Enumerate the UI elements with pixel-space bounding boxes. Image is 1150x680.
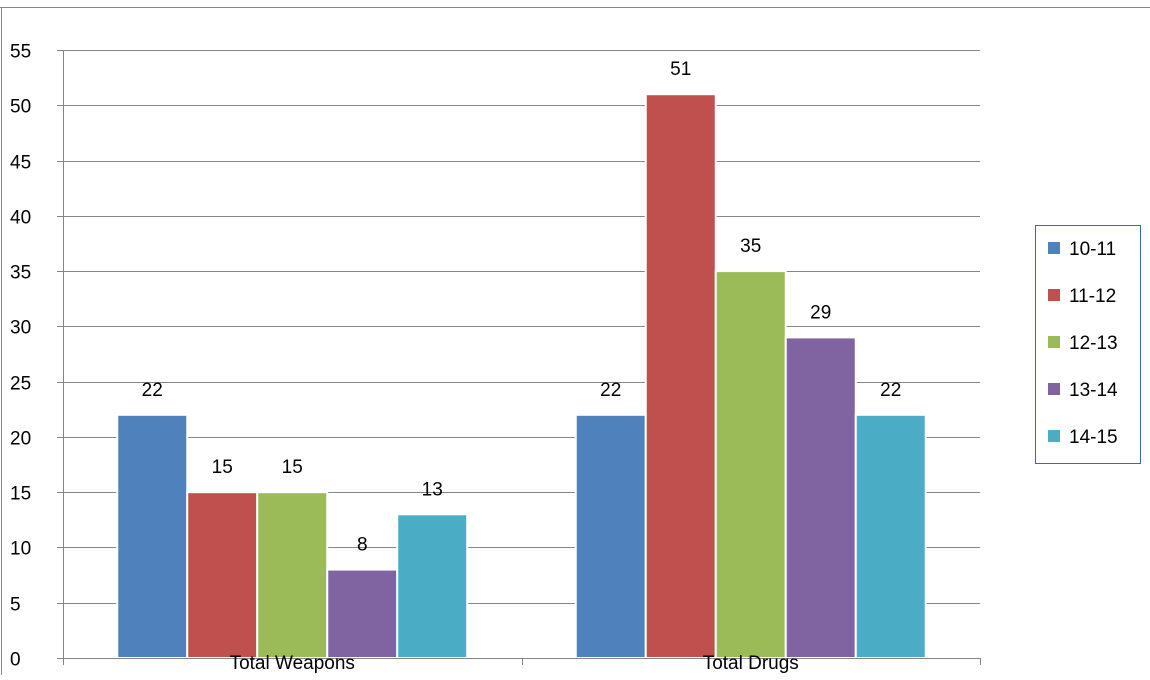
legend-label: 11-12 xyxy=(1069,286,1116,307)
bar xyxy=(784,336,857,659)
data-label: 15 xyxy=(212,457,233,478)
legend-label: 10-11 xyxy=(1069,239,1116,260)
x-tick-label: Total Drugs xyxy=(703,653,799,674)
bar xyxy=(854,413,927,659)
data-label: 22 xyxy=(600,380,621,401)
legend-label: 13-14 xyxy=(1069,380,1118,401)
bar xyxy=(326,568,399,660)
y-tick-label: 40 xyxy=(10,208,31,229)
y-tick-label: 5 xyxy=(10,595,21,616)
legend-swatch xyxy=(1048,430,1060,442)
bar xyxy=(116,413,189,659)
y-tick-label: 50 xyxy=(10,97,31,118)
data-label: 8 xyxy=(357,535,368,556)
data-label: 22 xyxy=(880,380,901,401)
data-label: 51 xyxy=(670,59,691,80)
y-tick-label: 35 xyxy=(10,263,31,284)
bar xyxy=(396,513,469,659)
data-labels: 22 15 15 8 13 22 51 35 29 22 xyxy=(142,59,902,555)
y-axis: 0 5 10 15 20 25 30 35 40 45 50 55 xyxy=(10,42,64,671)
bars xyxy=(116,93,927,660)
y-tick-label: 10 xyxy=(10,539,31,560)
bar xyxy=(186,491,259,659)
legend-swatch xyxy=(1048,242,1060,254)
legend: 10-11 11-12 12-13 13-14 14-15 xyxy=(1035,225,1141,464)
data-label: 15 xyxy=(282,457,303,478)
y-tick-label: 20 xyxy=(10,429,31,450)
bar xyxy=(714,270,787,659)
y-tick-label: 15 xyxy=(10,484,31,505)
data-label: 22 xyxy=(142,380,163,401)
data-label: 29 xyxy=(810,302,831,323)
bar xyxy=(256,491,329,659)
legend-swatch xyxy=(1048,289,1060,301)
y-tick-label: 30 xyxy=(10,318,31,339)
legend-swatch xyxy=(1048,336,1060,348)
y-tick-label: 55 xyxy=(10,42,31,63)
data-label: 35 xyxy=(740,236,761,257)
bar xyxy=(644,93,717,659)
chart-frame xyxy=(0,7,1150,675)
y-tick-label: 0 xyxy=(10,650,21,671)
x-tick-label: Total Weapons xyxy=(230,653,355,674)
legend-label: 14-15 xyxy=(1069,427,1118,448)
x-axis: Total Weapons Total Drugs xyxy=(63,653,981,674)
y-tick-label: 45 xyxy=(10,153,31,174)
data-label: 13 xyxy=(422,479,443,500)
legend-label: 12-13 xyxy=(1069,333,1118,354)
bar xyxy=(574,413,647,659)
y-tick-label: 25 xyxy=(10,374,31,395)
legend-swatch xyxy=(1048,383,1060,395)
